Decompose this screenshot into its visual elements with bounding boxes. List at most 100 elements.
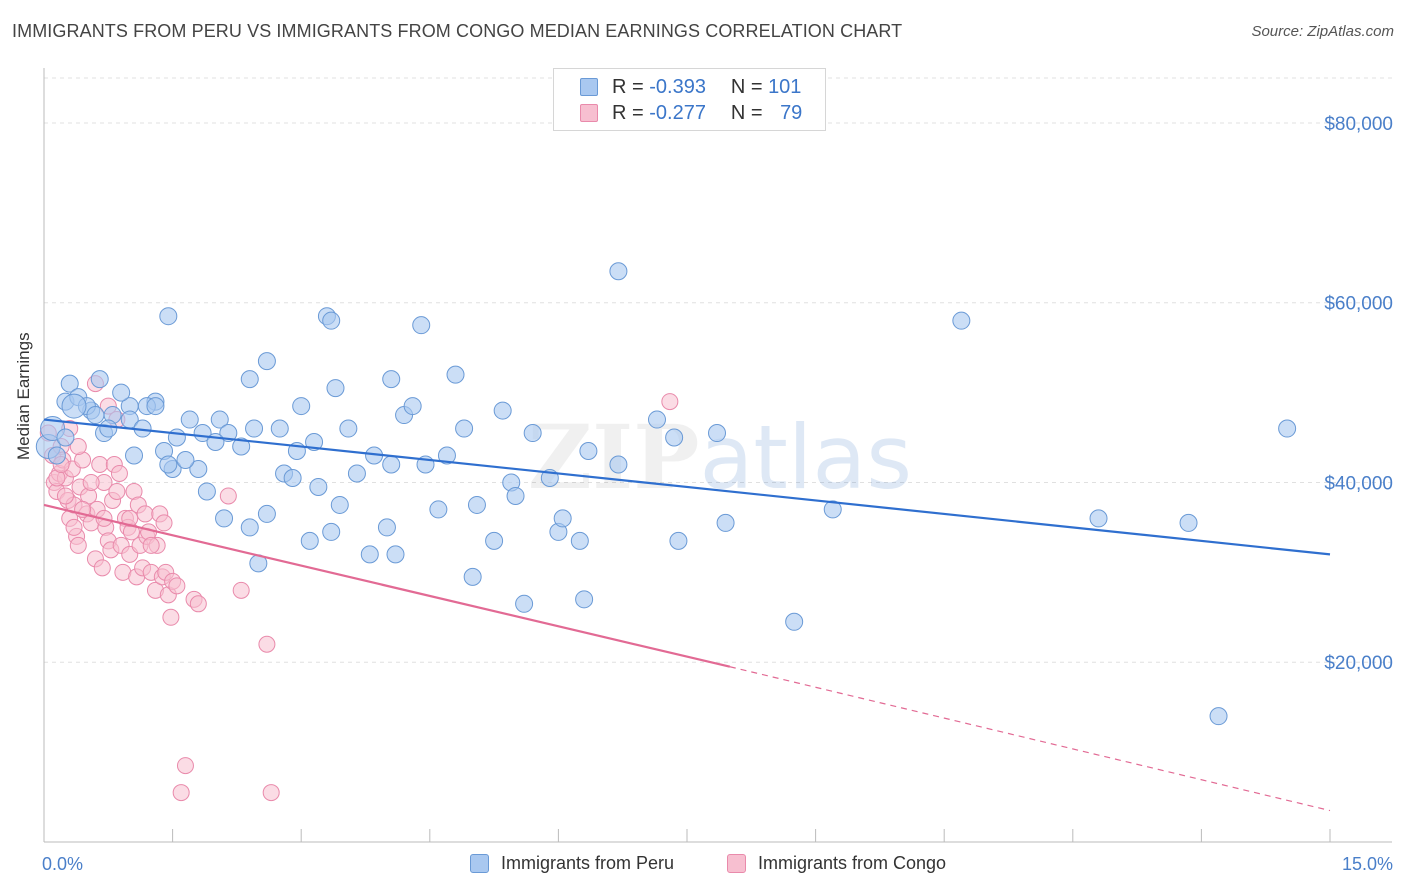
peru-point <box>322 311 341 330</box>
peru-legend-swatch <box>470 854 489 873</box>
peru-point <box>180 410 199 429</box>
peru-point <box>270 419 289 438</box>
peru-point <box>716 513 735 532</box>
peru-point <box>240 370 259 389</box>
r-value: -0.277 <box>649 101 706 124</box>
peru-point <box>665 428 684 447</box>
peru-point <box>322 522 341 541</box>
peru-point <box>125 446 144 465</box>
congo-point <box>155 514 173 532</box>
n-value: 79 <box>780 101 803 124</box>
r-label: R = <box>612 101 644 124</box>
peru-point <box>305 433 324 452</box>
peru-point <box>210 410 229 429</box>
peru-point <box>47 446 66 465</box>
peru-point <box>579 442 598 461</box>
peru-point <box>360 545 379 564</box>
peru-point <box>283 468 302 487</box>
peru-point <box>61 393 87 419</box>
peru-point <box>240 518 259 537</box>
congo-point <box>82 473 100 491</box>
peru-point <box>176 451 195 469</box>
peru-point <box>467 495 486 514</box>
congo-point <box>189 595 207 613</box>
peru-point <box>309 477 328 496</box>
peru-point <box>647 410 666 429</box>
peru-point <box>823 500 842 519</box>
peru-point <box>553 509 572 528</box>
congo-point <box>108 482 126 500</box>
peru-point <box>493 401 512 420</box>
series-legend: Immigrants from Peru Immigrants from Con… <box>0 851 1406 879</box>
congo-series <box>39 375 679 802</box>
peru-point <box>485 531 504 550</box>
source-label: Source: ZipAtlas.com <box>1251 23 1394 40</box>
y-tick-label: $40,000 <box>1324 473 1393 494</box>
congo-point <box>176 757 194 775</box>
peru-series <box>35 262 1297 726</box>
peru-point <box>412 316 431 335</box>
peru-point <box>300 531 319 550</box>
congo-point <box>219 487 237 505</box>
congo-point <box>91 455 109 473</box>
legend-item-peru[interactable]: Immigrants from Peru <box>470 853 674 874</box>
peru-point <box>570 531 589 550</box>
peru-point <box>146 397 165 416</box>
peru-point <box>609 455 628 474</box>
peru-point <box>215 509 234 528</box>
x-tick-label: 15.0% <box>1342 854 1393 874</box>
peru-point <box>339 419 358 438</box>
peru-point <box>232 437 251 456</box>
congo-swatch <box>580 104 598 122</box>
peru-point <box>708 424 727 443</box>
r-value: -0.393 <box>649 75 706 98</box>
peru-point <box>1179 513 1198 532</box>
congo-point <box>69 438 87 456</box>
peru-point <box>377 518 396 537</box>
r-label: R = <box>612 75 644 98</box>
y-tick-labels: $20,000 $40,000 $60,000 $80,000 <box>1324 114 1393 674</box>
peru-point <box>455 419 474 438</box>
y-tick-label: $80,000 <box>1324 114 1393 135</box>
peru-point <box>292 397 311 416</box>
peru-point <box>952 311 971 330</box>
peru-point <box>506 486 525 505</box>
n-label: N = <box>730 101 763 124</box>
congo-point <box>56 487 74 505</box>
peru-point <box>347 464 366 483</box>
correlation-legend: R = -0.393 N = 101 R = -0.277 N = 79 <box>553 68 826 131</box>
peru-point <box>515 594 534 613</box>
congo-point <box>136 505 154 523</box>
peru-point <box>257 504 276 523</box>
peru-point <box>99 419 118 438</box>
legend-row-peru: R = -0.393 N = 101 <box>580 75 801 99</box>
peru-point <box>523 424 542 443</box>
peru-point <box>382 455 401 474</box>
y-tick-label: $20,000 <box>1324 653 1393 674</box>
peru-point <box>86 406 105 425</box>
peru-point <box>189 459 208 478</box>
y-tick-label: $60,000 <box>1324 294 1393 315</box>
chart-title: IMMIGRANTS FROM PERU VS IMMIGRANTS FROM … <box>12 21 903 41</box>
peru-point <box>167 428 186 447</box>
legend-label-peru: Immigrants from Peru <box>501 853 675 873</box>
congo-point <box>661 393 679 411</box>
peru-point <box>159 455 178 474</box>
peru-point <box>437 446 456 465</box>
congo-trend-extension <box>729 666 1331 812</box>
peru-swatch <box>580 78 598 96</box>
peru-point <box>463 567 482 586</box>
x-tick-labels: 0.0% 15.0% <box>42 854 1393 874</box>
peru-point <box>669 531 688 550</box>
legend-item-congo[interactable]: Immigrants from Congo <box>727 853 946 874</box>
congo-point <box>110 464 128 482</box>
peru-point <box>609 262 628 281</box>
grid-lines <box>44 77 1392 663</box>
x-tick-label: 0.0% <box>42 854 83 874</box>
congo-point <box>142 536 160 554</box>
peru-point <box>446 365 465 384</box>
peru-point <box>326 379 345 398</box>
congo-point <box>69 536 87 554</box>
peru-point <box>245 419 264 438</box>
